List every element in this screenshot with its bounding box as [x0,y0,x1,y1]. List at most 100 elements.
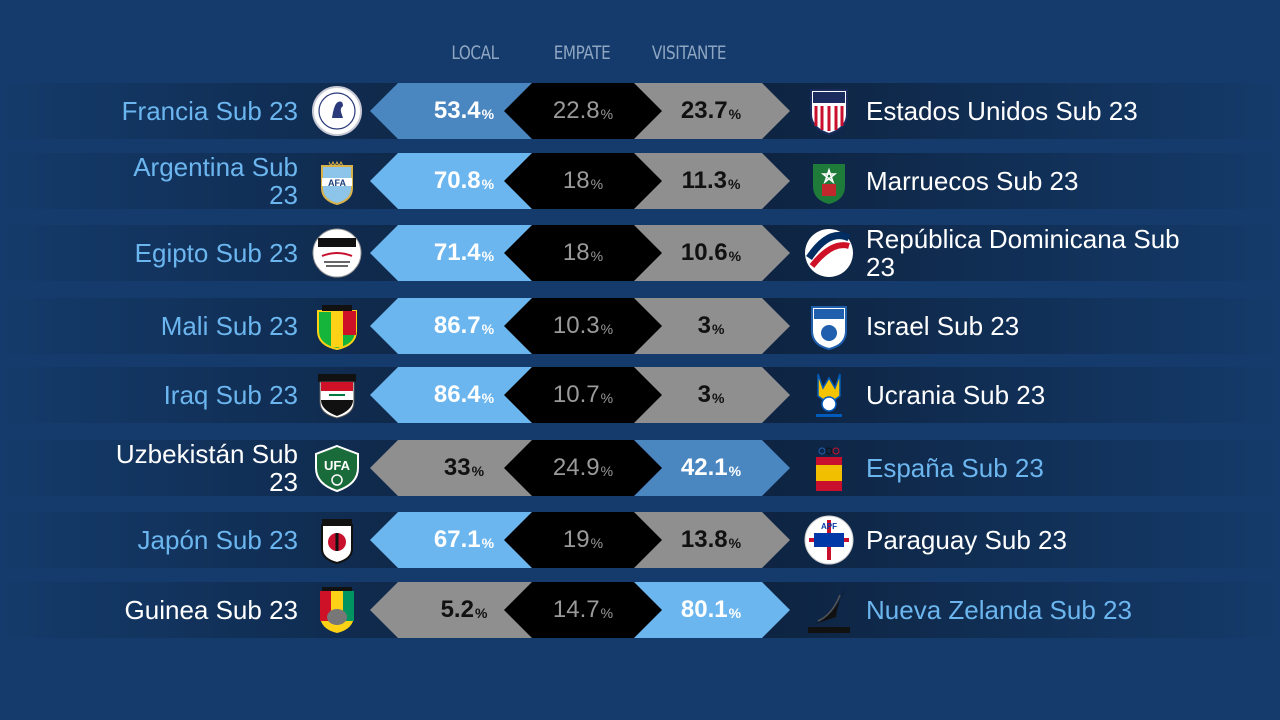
mali-crest-icon [317,305,357,351]
percent-sign: % [600,106,614,122]
draw-value: 19 [562,526,590,553]
uzbekistan-crest-icon: UFA [315,444,359,493]
percent-sign: % [600,463,614,479]
home-win-percent: 71.4% [370,225,540,281]
match-row: Argentina Sub 23 AFA 70.8% 11.3% 18% Marrueco… [0,153,1280,209]
paraguay-crest-icon: APF [804,515,854,565]
away-team-name[interactable]: República Dominicana Sub 23 [866,224,1180,282]
draw-percent: 14.7% [504,582,662,638]
percent-sign: % [600,390,614,406]
percent-sign: % [481,176,495,192]
draw-percent: 18% [504,153,662,209]
home-team-name[interactable]: Japón Sub 23 [137,525,298,555]
draw-value: 10.3 [552,312,600,339]
home-team-name[interactable]: Iraq Sub 23 [163,380,298,410]
match-row: Uzbekistán Sub 23 UFA 33% 42.1% 24.9% España … [0,440,1280,496]
away-win-value: 23.7 [680,97,728,124]
away-team-name[interactable]: Nueva Zelanda Sub 23 [866,595,1132,625]
match-row: Iraq Sub 23 86.4% 3% 10.7% Ucrania Sub 23 [0,367,1280,423]
away-team-name[interactable]: España Sub 23 [866,453,1044,483]
usa-crest-icon [810,89,848,136]
draw-percent: 24.9% [504,440,662,496]
draw-percent: 22.8% [504,83,662,139]
percent-sign: % [728,248,742,264]
home-win-value: 53.4 [433,97,481,124]
guinea-crest-icon [320,587,354,633]
away-win-value: 11.3 [681,167,727,194]
match-row: Guinea Sub 23 5.2% 80.1% 14.7% Nueva Zelanda… [0,582,1280,638]
percent-sign: % [474,605,488,621]
away-win-value: 13.8 [680,526,728,553]
svg-text:UFA: UFA [324,458,351,473]
percent-sign: % [728,605,742,621]
away-team-name[interactable]: Estados Unidos Sub 23 [866,96,1138,126]
match-row: Francia Sub 23 53.4% 23.7% 22.8% Estados Uni… [0,83,1280,139]
percent-sign: % [481,248,495,264]
morocco-crest-icon [813,164,845,204]
draw-percent: 18% [504,225,662,281]
away-win-value: 3 [697,381,711,408]
percent-sign: % [481,321,495,337]
draw-value: 10.7 [552,381,600,408]
away-team-name[interactable]: Ucrania Sub 23 [866,380,1046,410]
argentina-crest-icon: AFA [321,160,353,206]
percent-sign: % [711,390,725,406]
away-win-value: 80.1 [680,596,728,623]
away-win-value: 3 [697,312,711,339]
home-win-value: 70.8 [433,167,481,194]
percent-sign: % [590,248,604,264]
away-team-name[interactable]: Marruecos Sub 23 [866,166,1079,196]
draw-value: 18 [562,239,590,266]
new-zealand-crest-icon [808,589,850,633]
draw-value: 24.9 [552,454,600,481]
percent-sign: % [481,390,495,406]
percent-sign: % [600,605,614,621]
percent-sign: % [590,176,604,192]
draw-value: 22.8 [552,97,600,124]
israel-crest-icon [811,306,847,351]
home-win-value: 33 [443,454,471,481]
draw-percent: 19% [504,512,662,568]
home-team-name[interactable]: Guinea Sub 23 [124,595,298,625]
home-win-percent: 53.4% [370,83,540,139]
away-win-value: 10.6 [680,239,728,266]
home-win-percent: 5.2% [370,582,540,638]
svg-text:APF: APF [821,522,837,531]
away-team-name[interactable]: Paraguay Sub 23 [866,525,1067,555]
percent-sign: % [481,106,495,122]
japan-crest-icon [321,519,353,565]
percent-sign: % [728,106,742,122]
svg-text:AFA: AFA [328,178,347,188]
draw-percent: 10.7% [504,367,662,423]
header-empate: EMPATE [553,42,611,64]
away-win-percent: 3% [626,298,790,354]
percent-sign: % [727,176,741,192]
france-crest-icon [312,86,362,136]
ukraine-crest-icon [816,373,842,417]
home-team-name[interactable]: Argentina Sub 23 [133,152,298,210]
home-team-name[interactable]: Francia Sub 23 [121,96,298,126]
home-win-value: 86.7 [433,312,481,339]
home-win-value: 5.2 [440,596,474,623]
draw-value: 18 [562,167,590,194]
home-win-percent: 86.7% [370,298,540,354]
match-row: Egipto Sub 23 71.4% 10.6% 18% República Domi… [0,225,1280,281]
match-row: Mali Sub 23 86.7% 3% 10.3% Israel Sub 23 [0,298,1280,354]
match-row: Japón Sub 23 67.1% 13.8% 19% APF Paraguay Sub… [0,512,1280,568]
percent-sign: % [711,321,725,337]
home-team-name[interactable]: Egipto Sub 23 [134,238,298,268]
away-team-name[interactable]: Israel Sub 23 [866,311,1020,341]
header-local: LOCAL [451,42,499,64]
dominican-republic-crest-icon [805,229,853,277]
home-team-name[interactable]: Uzbekistán Sub 23 [115,439,298,497]
home-win-value: 67.1 [433,526,481,553]
percent-sign: % [728,535,742,551]
percent-sign: % [600,321,614,337]
egypt-crest-icon [312,228,362,278]
home-win-value: 71.4 [433,239,481,266]
draw-percent: 10.3% [504,298,662,354]
spain-crest-icon [816,447,842,491]
home-team-name[interactable]: Mali Sub 23 [160,311,298,341]
home-win-value: 86.4 [433,381,481,408]
header-visitante: VISITANTE [651,42,727,64]
